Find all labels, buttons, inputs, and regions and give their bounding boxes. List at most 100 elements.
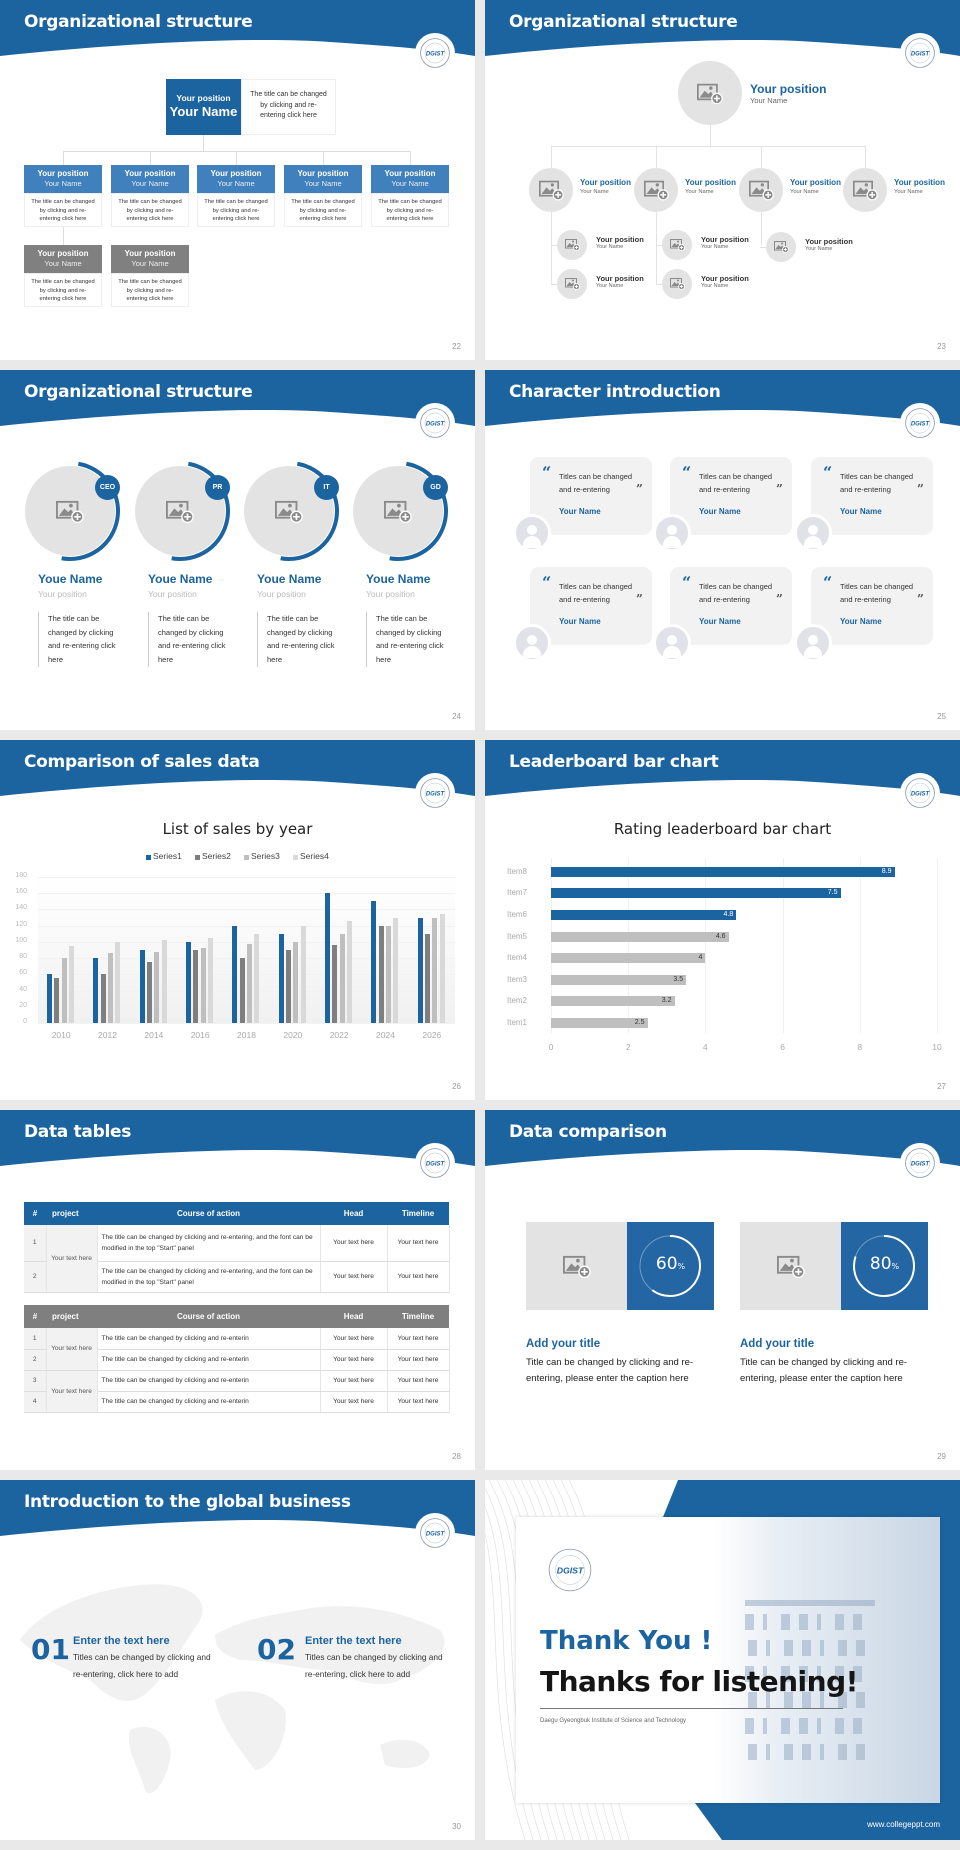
member-header[interactable]: Your position Your Name bbox=[284, 165, 362, 193]
head-cell: Your text here bbox=[320, 1349, 388, 1371]
percent-number: 60 bbox=[655, 1254, 678, 1274]
avatar-circle[interactable] bbox=[634, 168, 678, 212]
bar bbox=[285, 950, 291, 1023]
table-row[interactable]: 1 Your text here The title can be changed … bbox=[24, 1328, 450, 1371]
member-desc: The title can be changed by clicking and… bbox=[197, 193, 275, 227]
image-placeholder-icon bbox=[564, 239, 580, 252]
position-label: Your position bbox=[297, 169, 349, 178]
action-table-2: # project Course of action Head Timeline 1 You… bbox=[24, 1305, 450, 1413]
quote-text: Titles can be changed and re-entering bbox=[840, 472, 914, 494]
position-label: Your position bbox=[124, 249, 176, 258]
connector-line bbox=[656, 212, 657, 284]
position-label: Your position bbox=[596, 235, 644, 244]
data-label: 4 bbox=[698, 954, 703, 962]
slide-title: Character introduction bbox=[509, 382, 721, 402]
quote-card[interactable]: “ Titles can be changed and re-entering” Y… bbox=[530, 567, 652, 645]
slide-thank-you[interactable]: DGIST Thank You ! Thanks for listening! Dae… bbox=[485, 1480, 960, 1840]
x-tick-label: 10 bbox=[932, 1042, 942, 1052]
avatar-circle[interactable] bbox=[557, 230, 587, 260]
table-row[interactable]: 3 Your text here The title can be changed … bbox=[24, 1370, 450, 1413]
close-quote-icon: ” bbox=[917, 592, 924, 606]
gridline bbox=[551, 858, 552, 1033]
slide-28[interactable]: Data tables DGIST 28 # project Course of acti… bbox=[0, 1110, 475, 1470]
avatar-circle[interactable] bbox=[843, 168, 887, 212]
quote-card[interactable]: “ Titles can be changed and re-entering” Y… bbox=[670, 567, 792, 645]
image-placeholder[interactable] bbox=[384, 499, 412, 528]
quote-card[interactable]: “ Titles can be changed and re-entering” Y… bbox=[811, 567, 933, 645]
svg-text:DGIST: DGIST bbox=[426, 1161, 446, 1167]
table-row[interactable]: 2 The title can be changed by clicking an… bbox=[24, 1349, 450, 1371]
gridline bbox=[38, 958, 455, 960]
role-badge: CEO bbox=[95, 475, 120, 500]
header-band bbox=[0, 370, 475, 426]
quote-card[interactable]: “ Titles can be changed and re-entering” Y… bbox=[811, 457, 933, 535]
page-number: 25 bbox=[937, 712, 946, 721]
table-row[interactable]: 4 The title can be changed by clicking an… bbox=[24, 1391, 450, 1413]
project-cell: Your text here bbox=[46, 1225, 98, 1293]
y-tick-label: 80 bbox=[19, 953, 27, 961]
dgist-logo: DGIST bbox=[900, 773, 940, 813]
avatar-circle[interactable] bbox=[529, 168, 573, 212]
svg-text:DGIST: DGIST bbox=[557, 1565, 584, 1575]
connector-line bbox=[551, 284, 557, 285]
gridline bbox=[628, 858, 630, 1033]
column-header: Timeline bbox=[401, 1209, 435, 1218]
action-table-1: # project Course of action Head Timeline 1 You… bbox=[24, 1202, 450, 1293]
slide-30[interactable]: Introduction to the global business DGIST… bbox=[0, 1480, 475, 1840]
quote-card[interactable]: “ Titles can be changed and re-entering” Y… bbox=[670, 457, 792, 535]
image-placeholder-icon bbox=[56, 500, 84, 524]
data-label: 4.8 bbox=[723, 911, 734, 918]
slide-24[interactable]: Organizational structure DGIST 24 CEO Youe N… bbox=[0, 370, 475, 730]
avatar-circle[interactable] bbox=[557, 269, 587, 299]
avatar-circle[interactable] bbox=[739, 168, 783, 212]
avatar-circle[interactable] bbox=[662, 230, 692, 260]
avatar-circle[interactable] bbox=[766, 232, 796, 262]
slide-22[interactable]: Organizational structure DGIST 22 Your posi… bbox=[0, 0, 475, 360]
name-label: Your Name bbox=[44, 259, 82, 268]
top-position-box[interactable]: Your position Your Name bbox=[166, 79, 241, 135]
image-placeholder[interactable] bbox=[275, 499, 303, 528]
card-name: Your Name bbox=[840, 507, 882, 516]
image-placeholder[interactable] bbox=[56, 499, 84, 528]
slide-27[interactable]: Leaderboard bar chart DGIST 27 Rating leade… bbox=[485, 740, 960, 1100]
y-tick-label: Item4 bbox=[507, 953, 528, 963]
y-tick-label: Item2 bbox=[507, 996, 528, 1006]
open-quote-icon: “ bbox=[542, 463, 552, 482]
member-header[interactable]: Your position Your Name bbox=[111, 245, 189, 273]
quote-card[interactable]: “ Titles can be changed and re-entering” Y… bbox=[530, 457, 652, 535]
member-header[interactable]: Your position Your Name bbox=[371, 165, 449, 193]
bar bbox=[93, 958, 99, 1023]
table-row[interactable]: 2 The title can be changed by clicking an… bbox=[24, 1261, 450, 1293]
slide-23[interactable]: Organizational structure DGIST 23 Your posi… bbox=[485, 0, 960, 360]
name-label: Your Name bbox=[596, 283, 624, 289]
slide-29[interactable]: Data comparison DGIST 29 60% Add your title T… bbox=[485, 1110, 960, 1470]
slide-25[interactable]: Character introduction DGIST 25 “ Titles can… bbox=[485, 370, 960, 730]
avatar-circle[interactable] bbox=[662, 269, 692, 299]
close-quote-icon: ” bbox=[636, 482, 643, 496]
description: The title can be changed by clicking and… bbox=[118, 279, 182, 303]
quote-text: Titles can be changed and re-entering bbox=[699, 472, 773, 494]
member-header[interactable]: Your position Your Name bbox=[24, 165, 102, 193]
image-placeholder[interactable] bbox=[166, 499, 194, 528]
bar bbox=[68, 945, 74, 1023]
gridline bbox=[38, 909, 455, 911]
connector-line bbox=[410, 151, 411, 165]
table-row[interactable]: 1 Your text here The title can be changed … bbox=[24, 1225, 450, 1293]
gridline bbox=[937, 858, 938, 1033]
image-placeholder[interactable] bbox=[740, 1222, 841, 1310]
bar bbox=[254, 933, 260, 1023]
member-header[interactable]: Your position Your Name bbox=[111, 165, 189, 193]
member-header[interactable]: Your position Your Name bbox=[197, 165, 275, 193]
data-label: 3.2 bbox=[661, 997, 672, 1005]
image-placeholder-icon bbox=[564, 278, 580, 291]
item-desc: Title can be changed by clicking and re-… bbox=[740, 1357, 908, 1384]
description: The title can be changed by clicking and… bbox=[118, 199, 182, 223]
member-desc: The title can be changed by clicking and… bbox=[366, 612, 452, 667]
image-placeholder[interactable] bbox=[526, 1222, 627, 1310]
x-tick-label: 6 bbox=[780, 1042, 785, 1052]
slide-26[interactable]: Comparison of sales data DGIST 26 List of s… bbox=[0, 740, 475, 1100]
member-header[interactable]: Your position Your Name bbox=[24, 245, 102, 273]
image-placeholder-icon bbox=[852, 180, 878, 201]
image-placeholder-icon bbox=[538, 180, 564, 201]
bar bbox=[424, 933, 430, 1023]
